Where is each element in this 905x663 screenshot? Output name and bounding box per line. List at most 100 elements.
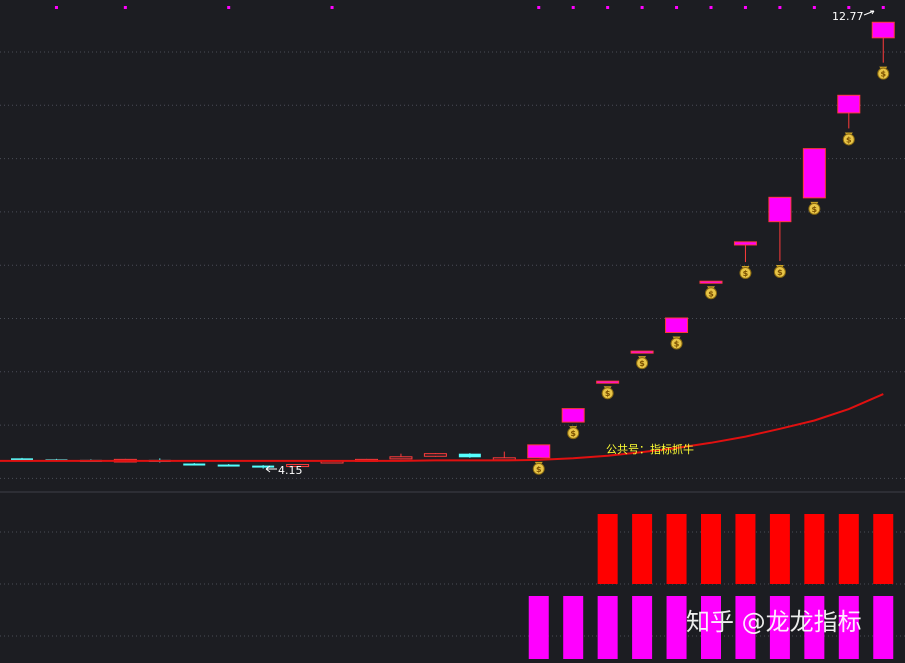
- indicator-red-bar: [701, 514, 721, 584]
- top-dot: [881, 6, 885, 9]
- money-bag-symbol: $: [536, 465, 542, 474]
- candle-body: [423, 453, 447, 457]
- candle[interactable]: [389, 453, 413, 460]
- top-dot: [847, 6, 851, 9]
- money-bag-icon: $: [705, 286, 717, 300]
- indicator-magenta-bar: [873, 596, 894, 659]
- high-arrow-icon: [863, 10, 875, 16]
- low-arrow-icon: [265, 465, 277, 473]
- indicator-red-bar: [632, 514, 653, 584]
- candle-body: [596, 380, 620, 384]
- money-bag-icon: $: [773, 265, 786, 279]
- money-bag-body: [739, 267, 752, 280]
- top-dot: [123, 6, 127, 9]
- watermark: 知乎 @龙龙指标: [686, 608, 862, 636]
- indicator-red-bar: [666, 514, 687, 584]
- high-price-label: 12.77: [832, 10, 864, 23]
- money-bag-symbol: $: [880, 70, 886, 79]
- candle[interactable]: [286, 464, 310, 468]
- money-bag-symbol: $: [812, 205, 818, 214]
- candle[interactable]: [699, 280, 723, 284]
- candle[interactable]: [183, 462, 206, 466]
- candle-body: [561, 408, 585, 423]
- candle[interactable]: [733, 241, 757, 263]
- top-dot: [54, 6, 58, 9]
- candle[interactable]: [11, 457, 33, 461]
- top-signal-dots: [54, 6, 885, 9]
- indicator-red-bar: [804, 514, 825, 584]
- top-dot: [778, 6, 782, 9]
- money-bag-icon: $: [877, 66, 890, 80]
- candle[interactable]: [596, 380, 620, 384]
- indicator-magenta-bar: [563, 596, 584, 659]
- money-bag-body: [808, 202, 821, 215]
- candle-body: [630, 350, 654, 354]
- indicator-red-bar: [597, 514, 618, 584]
- candle[interactable]: [871, 21, 895, 63]
- candle[interactable]: [665, 317, 689, 333]
- money-bag-icon: $: [670, 336, 683, 350]
- candle-body: [837, 94, 861, 114]
- candle[interactable]: [458, 453, 481, 458]
- money-bag-symbol: $: [777, 268, 783, 277]
- top-dot: [606, 6, 610, 9]
- candle-body: [871, 21, 895, 39]
- wechat-account-label: 公共号：指标抓牛: [606, 442, 694, 456]
- buy-signals: $ $ $ $ $ $ $ $ $ $ $: [532, 66, 890, 475]
- candle[interactable]: [252, 465, 275, 469]
- indicator-magenta-bar: [632, 596, 653, 659]
- money-bag-body: [773, 266, 786, 279]
- money-bag-icon: $: [808, 201, 821, 215]
- price-grid: [0, 51, 905, 637]
- candle-body: [527, 444, 551, 459]
- indicator-magenta-bar: [804, 596, 825, 659]
- candle-body: [183, 463, 206, 466]
- candle-body: [733, 241, 757, 246]
- indicator-red-bar: [838, 514, 859, 584]
- indicator-magenta-bar: [769, 596, 790, 659]
- top-dot: [571, 6, 575, 9]
- indicator-magenta-bar: [838, 596, 859, 659]
- indicator-magenta-bar: [701, 596, 721, 659]
- money-bag-symbol: $: [674, 339, 680, 348]
- candle[interactable]: [768, 196, 792, 262]
- indicator-magenta-bar: [666, 596, 687, 659]
- moving-average-line: [0, 393, 884, 462]
- candle-body: [665, 317, 689, 333]
- top-dot: [675, 6, 679, 9]
- top-dot: [709, 6, 713, 9]
- candle[interactable]: [217, 464, 240, 467]
- candle[interactable]: [423, 453, 447, 457]
- candle[interactable]: [802, 148, 826, 199]
- top-dot: [812, 6, 816, 9]
- money-bag-symbol: $: [743, 269, 749, 278]
- top-dot: [640, 6, 644, 9]
- indicator-magenta-bar: [597, 596, 618, 659]
- candle-body: [458, 453, 481, 458]
- indicator-magenta-bar: [735, 596, 756, 659]
- money-bag-icon: $: [532, 461, 545, 475]
- candle[interactable]: [561, 408, 585, 423]
- low-price-label: 4.15: [278, 464, 303, 477]
- candle-body: [11, 458, 33, 461]
- indicator-magenta-bar: [528, 596, 549, 659]
- money-bag-symbol: $: [708, 289, 714, 298]
- money-bag-body: [567, 427, 580, 440]
- money-bag-icon: $: [636, 356, 649, 370]
- candle[interactable]: [837, 94, 861, 129]
- top-dot: [537, 6, 541, 9]
- money-bag-symbol: $: [605, 389, 611, 398]
- candle-body: [802, 148, 826, 199]
- top-dot: [330, 6, 334, 9]
- money-bag-icon: $: [739, 266, 752, 280]
- money-bag-body: [532, 462, 545, 475]
- candle-body: [389, 456, 413, 460]
- candle-body: [252, 465, 275, 468]
- candle[interactable]: [630, 350, 654, 354]
- candle-body: [699, 280, 723, 284]
- candle[interactable]: [527, 444, 551, 459]
- indicator-red-bar: [873, 514, 894, 584]
